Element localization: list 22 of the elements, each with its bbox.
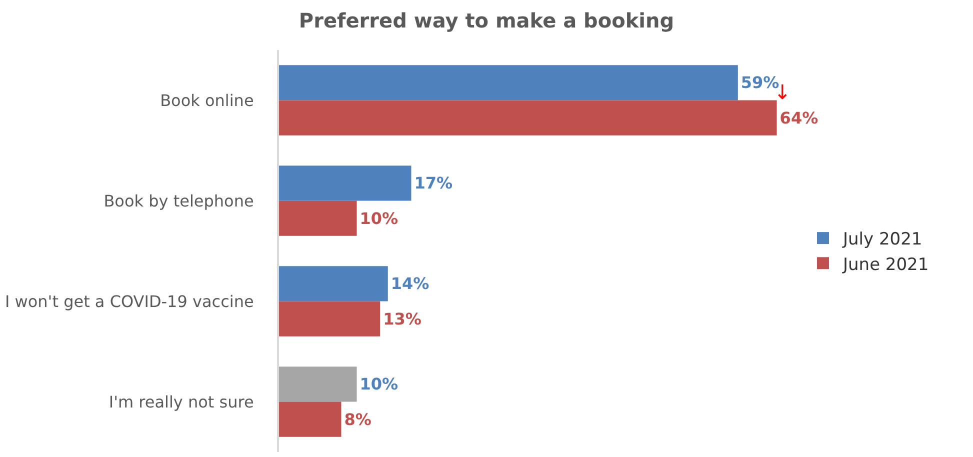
bar: [279, 402, 342, 437]
data-label: 13%: [383, 309, 422, 328]
bar: [279, 166, 412, 201]
y-tick-label: Book online: [160, 90, 254, 110]
bar: [279, 266, 388, 302]
data-label: 10%: [360, 208, 398, 228]
bar: [279, 366, 357, 402]
data-label: 17%: [414, 174, 453, 193]
data-label: 14%: [390, 274, 430, 294]
bar: [279, 100, 777, 136]
data-label: 64%: [780, 108, 818, 128]
data-label: 8%: [344, 410, 372, 429]
bar: [279, 65, 738, 100]
y-tick-label: Book by telephone: [104, 191, 254, 210]
bar: [279, 200, 357, 236]
legend-label: July 2021: [842, 230, 922, 250]
y-tick-label: I'm really not sure: [108, 392, 254, 412]
data-label: 10%: [360, 374, 398, 394]
legend-label: June 2021: [842, 254, 929, 275]
chart-title: Preferred way to make a booking: [298, 8, 674, 33]
bar: [279, 301, 380, 336]
y-tick-label: I won't get a COVID-19 vaccine: [4, 292, 254, 311]
